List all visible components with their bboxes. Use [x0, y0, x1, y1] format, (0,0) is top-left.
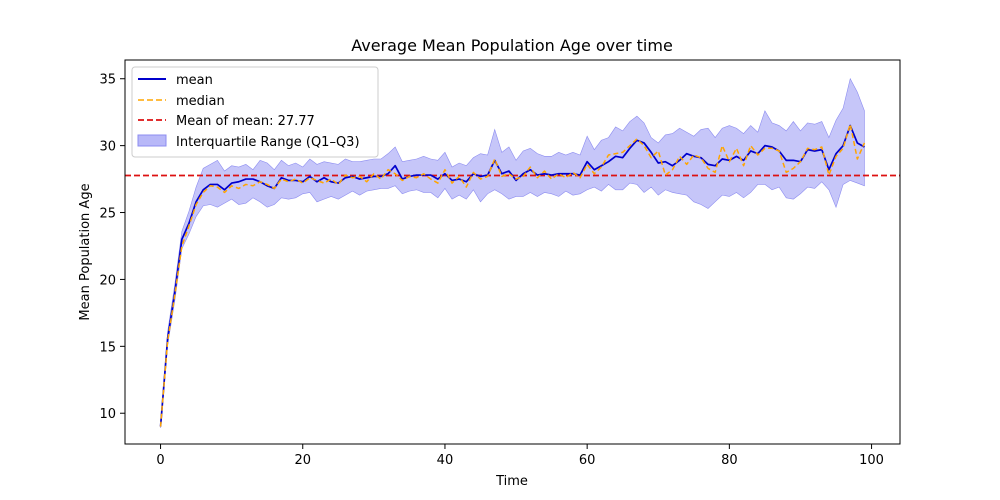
y-axis-label: Mean Population Age	[78, 183, 93, 320]
iqr-band	[160, 77, 865, 428]
x-tick-label: 100	[859, 453, 884, 468]
legend-median-label: median	[176, 94, 225, 109]
chart-title: Average Mean Population Age over time	[351, 36, 673, 55]
legend: mean median Mean of mean: 27.77 Interqua…	[131, 66, 379, 158]
x-axis-label: Time	[495, 474, 528, 489]
series-median-line	[159, 123, 866, 427]
x-tick-label: 40	[437, 453, 454, 468]
x-axis: 0 20 40 60 80 100	[156, 444, 884, 468]
legend-box	[131, 66, 379, 158]
y-tick-label: 35	[99, 73, 116, 88]
y-tick-label: 15	[99, 340, 116, 355]
x-tick-label: 20	[294, 453, 311, 468]
plot-area	[125, 77, 900, 428]
legend-mean-of-mean-label: Mean of mean: 27.77	[176, 114, 315, 129]
plot-frame	[124, 59, 901, 445]
legend-iqr-label: Interquartile Range (Q1–Q3)	[176, 135, 360, 150]
x-tick-label: 60	[579, 453, 596, 468]
legend-mean-label: mean	[176, 73, 213, 88]
y-tick-label: 30	[99, 140, 116, 155]
x-tick-label: 0	[156, 453, 164, 468]
y-axis: 10 15 20 25 30 35	[99, 73, 125, 422]
legend-iqr-swatch	[137, 134, 167, 147]
y-tick-label: 20	[99, 273, 116, 288]
y-tick-label: 10	[99, 407, 116, 422]
x-tick-label: 80	[721, 453, 738, 468]
y-tick-label: 25	[99, 207, 116, 222]
